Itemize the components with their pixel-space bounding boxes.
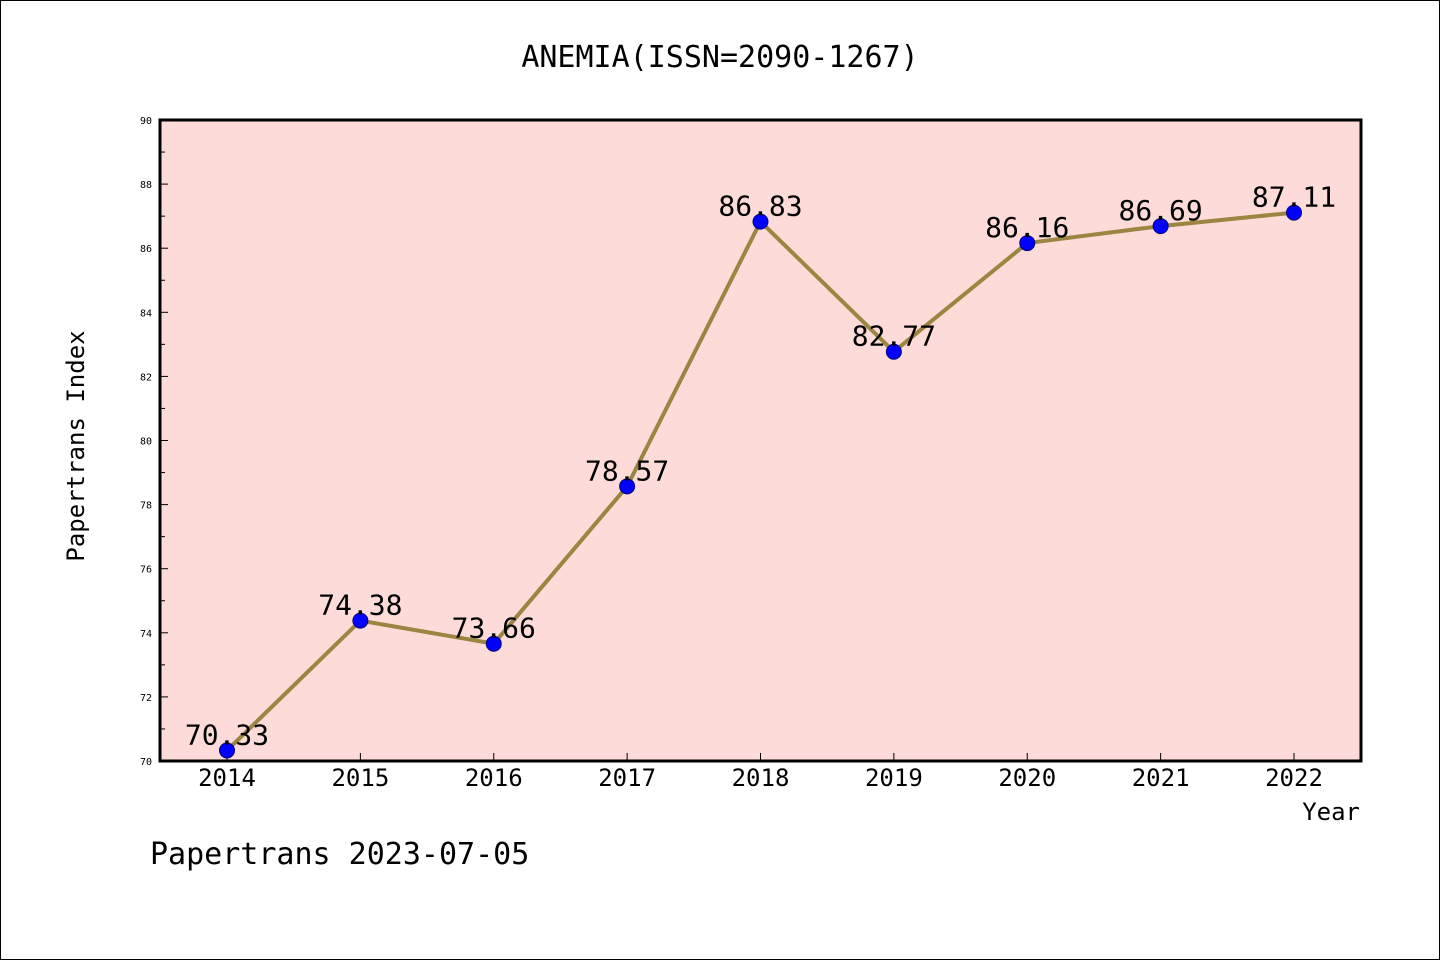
- y-tick-label: 76: [140, 565, 152, 576]
- y-tick-label: 80: [140, 437, 152, 448]
- y-axis-label: Papertrans Index: [62, 330, 90, 561]
- x-tick-label: 2015: [331, 764, 389, 792]
- y-tick-label: 84: [140, 308, 152, 319]
- data-label: 70.33: [185, 718, 269, 751]
- plot-border: [158, 118, 1363, 763]
- data-label: 78.57: [585, 454, 669, 487]
- x-tick-label: 2019: [865, 764, 923, 792]
- x-tick-label: 2018: [732, 764, 790, 792]
- data-point: [219, 742, 235, 759]
- data-label: 86.69: [1118, 194, 1202, 227]
- data-point: [1152, 218, 1169, 235]
- series-layer: [219, 204, 1302, 759]
- y-tick-label: 72: [140, 693, 152, 704]
- data-label: 86.83: [718, 190, 802, 223]
- data-point: [1019, 235, 1036, 252]
- data-point: [485, 635, 502, 652]
- data-label-layer: 70.33 74.38 73.66 78.57 86.83 82.77 86.16 86.69…: [185, 181, 1336, 752]
- x-tick-label: 2016: [465, 764, 523, 792]
- x-tick-label: 2017: [598, 764, 656, 792]
- y-axis-ticks: 70 72 74 76 78 80 82 84 86 88 90: [140, 116, 168, 768]
- chart-title: ANEMIA(ISSN=2090-1267): [521, 40, 918, 75]
- y-tick-label: 86: [140, 244, 152, 255]
- x-tick-label: 2021: [1132, 764, 1190, 792]
- data-label: 87.11: [1252, 181, 1336, 214]
- data-point: [352, 612, 369, 629]
- y-tick-label: 70: [140, 757, 152, 768]
- data-label: 82.77: [852, 320, 936, 353]
- data-point: [752, 213, 769, 230]
- x-tick-label: 2020: [998, 764, 1056, 792]
- y-tick-label: 82: [140, 372, 152, 383]
- x-tick-label: 2014: [198, 764, 256, 792]
- y-tick-label: 78: [140, 501, 152, 512]
- data-point: [885, 343, 902, 360]
- data-point: [619, 478, 636, 495]
- y-tick-label: 74: [140, 629, 152, 640]
- data-label: 73.66: [452, 612, 536, 645]
- y-tick-label: 88: [140, 180, 152, 191]
- x-axis-ticks: 2014 2015 2016 2017 2018 2019 2020 2021 2022: [198, 753, 1323, 792]
- data-label: 86.16: [985, 211, 1069, 244]
- data-label: 74.38: [318, 589, 402, 622]
- x-tick-label: 2022: [1265, 764, 1323, 792]
- data-point: [1286, 204, 1302, 221]
- x-axis-label: Year: [1302, 798, 1360, 826]
- footer-text: Papertrans 2023-07-05: [150, 837, 529, 872]
- y-tick-label: 90: [140, 116, 152, 127]
